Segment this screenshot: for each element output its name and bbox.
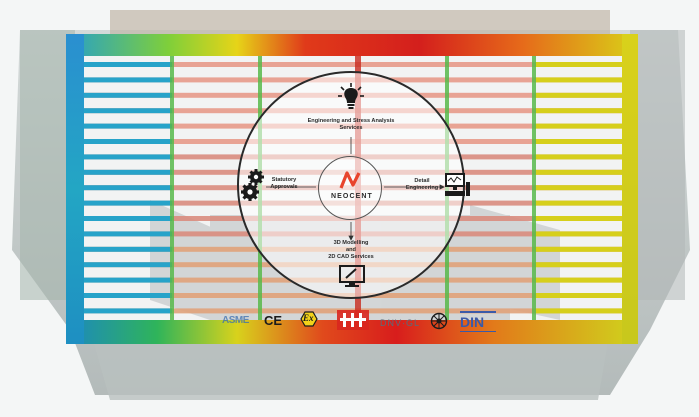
node-bottom-label: 3D Modelling and 2D CAD Services: [316, 240, 386, 261]
node-left-line1: Statutory: [271, 177, 297, 183]
node-right-label: Detail Engineering: [402, 178, 442, 192]
asme-logo: ASME: [222, 315, 249, 326]
brand-name: NEOCENT: [331, 193, 373, 200]
fin-right-segment: [535, 108, 622, 114]
node-left-line2: Approvals: [270, 184, 298, 190]
brand-hub: [318, 156, 382, 220]
fin-right-segment: [535, 62, 622, 67]
fin-left-segment: [84, 231, 172, 237]
neocent-logo-icon: [339, 171, 361, 189]
din-logo: DIN: [460, 311, 496, 332]
fin-right-segment: [535, 262, 622, 268]
fin-left-segment: [84, 139, 172, 144]
fin-left-segment: [84, 62, 172, 67]
fin-left-segment: [84, 77, 172, 83]
fin-left-segment: [84, 169, 172, 175]
fin-right-segment: [535, 277, 622, 283]
fin-left-segment: [84, 92, 172, 98]
pressure-mark-icon: [337, 310, 369, 330]
fin-right-segment: [535, 246, 622, 252]
fin-left-segment: [84, 293, 172, 298]
gears-icon: [241, 169, 264, 201]
fin-left-segment: [84, 262, 172, 268]
fin-left-segment: [84, 108, 172, 114]
din-rule-bottom: [460, 330, 496, 332]
wheel-emblem-icon: [430, 312, 448, 330]
dnv-gl-logo: DNV·GL: [380, 318, 421, 328]
node-right-line1: Detail: [414, 178, 430, 184]
fin-left-segment: [84, 216, 172, 221]
fin-left-segment: [84, 185, 172, 191]
fin: [84, 62, 622, 67]
fin-left-segment: [84, 154, 172, 160]
fin-right-segment: [535, 308, 622, 314]
atex-ex-mark: Ex: [300, 311, 318, 327]
fin-right-segment: [535, 92, 622, 98]
fin-right-segment: [535, 200, 622, 206]
fin-right-segment: [535, 77, 622, 83]
node-top-label: Engineering and Stress Analysis Services: [300, 118, 402, 132]
node-bottom-line2: and: [346, 247, 356, 253]
fin-right-segment: [535, 231, 622, 237]
computer-workstation-icon: [445, 173, 470, 196]
node-left-label: Statutory Approvals: [264, 177, 304, 191]
node-bottom-line3: 2D CAD Services: [328, 254, 374, 260]
lightbulb-icon: [338, 83, 364, 109]
drafting-monitor-icon: [339, 265, 365, 287]
fin-left-segment: [84, 246, 172, 252]
atex-hexagon-icon: [300, 311, 318, 327]
fin-left-segment: [84, 123, 172, 129]
node-top-line2: Services: [339, 125, 363, 131]
fin-right-segment: [535, 216, 622, 221]
fin-left-segment: [84, 200, 172, 206]
din-text: DIN: [460, 313, 485, 330]
fin-left-segment: [84, 277, 172, 283]
din-rule-top: [460, 311, 496, 313]
fin-right-segment: [535, 154, 622, 160]
fin-right-segment: [535, 293, 622, 298]
fin-left-segment: [84, 308, 172, 314]
fin-right-segment: [535, 123, 622, 129]
node-top-line1: Engineering and Stress Analysis: [307, 118, 395, 124]
node-right-line2: Engineering: [405, 185, 439, 191]
fin-right-segment: [535, 169, 622, 175]
node-bottom-line1: 3D Modelling: [333, 240, 369, 246]
fin-right-segment: [535, 139, 622, 144]
atex-ex-text: Ex: [303, 313, 314, 323]
ce-mark: CE: [264, 313, 283, 328]
fin-right-segment: [535, 185, 622, 191]
